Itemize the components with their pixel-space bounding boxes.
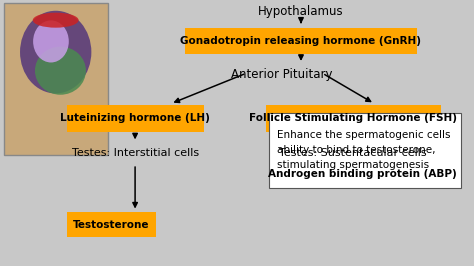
Text: Gonadotropin releasing hormone (GnRH): Gonadotropin releasing hormone (GnRH) [181,36,421,46]
FancyBboxPatch shape [265,105,440,131]
FancyBboxPatch shape [4,3,108,155]
Text: Follicle Stimulating Hormone (FSH): Follicle Stimulating Hormone (FSH) [249,113,457,123]
FancyBboxPatch shape [269,113,461,188]
Text: Hypothalamus: Hypothalamus [258,6,344,18]
Ellipse shape [33,20,69,63]
FancyBboxPatch shape [185,28,417,55]
Text: Enhance the spermatogenic cells
ability to bind to testosterone,
stimulating spe: Enhance the spermatogenic cells ability … [277,131,451,170]
Text: Testosterone: Testosterone [73,220,150,230]
Text: Luteinizing hormone (LH): Luteinizing hormone (LH) [60,113,210,123]
Text: Testes: Sustentacular cells: Testes: Sustentacular cells [279,148,427,158]
Ellipse shape [35,47,86,95]
Ellipse shape [20,11,91,93]
Ellipse shape [33,13,79,28]
Text: Testes: Interstitial cells: Testes: Interstitial cells [72,148,199,158]
FancyBboxPatch shape [66,105,203,131]
FancyBboxPatch shape [270,162,455,187]
FancyBboxPatch shape [66,212,156,237]
Text: Androgen binding protein (ABP): Androgen binding protein (ABP) [268,169,457,179]
Text: Anterior Pituitary: Anterior Pituitary [231,68,333,81]
